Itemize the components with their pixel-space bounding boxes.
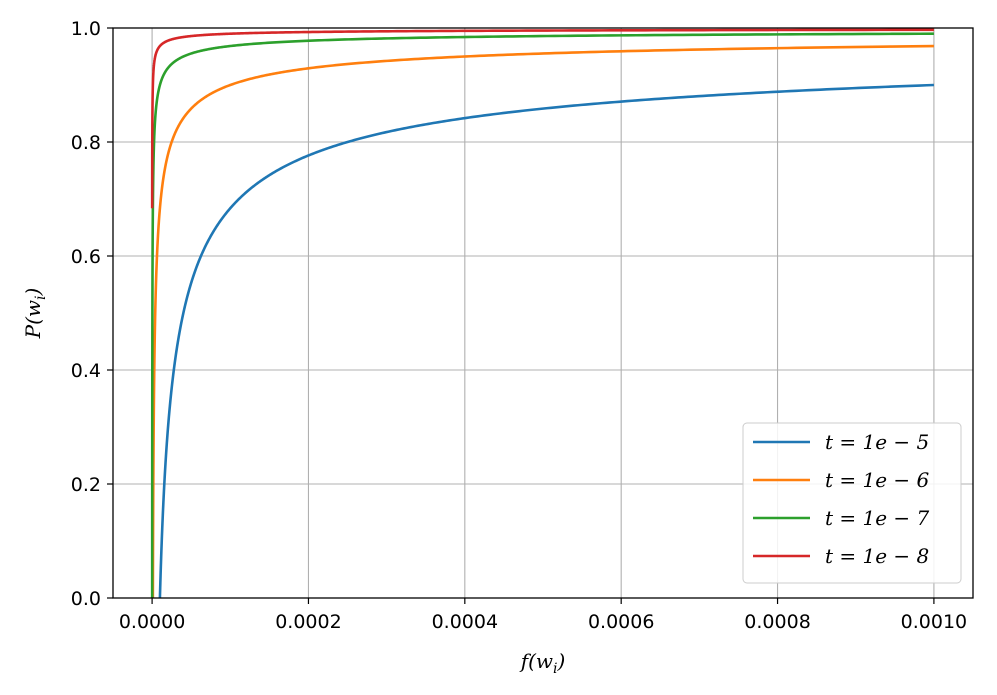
y-tick-label: 0.8: [71, 132, 101, 154]
legend-label-2: t = 1e − 6: [825, 468, 930, 492]
y-tick-label: 0.2: [71, 474, 101, 496]
series-line-1: [158, 83, 934, 598]
y-tick-label: 0.0: [71, 588, 101, 610]
legend-label-1: t = 1e − 5: [825, 430, 929, 454]
y-tick-label: 0.4: [71, 360, 101, 382]
x-axis-label: f(wi): [519, 649, 566, 677]
axis-ticks: [107, 27, 935, 604]
x-tick-labels: 0.0000 0.0002 0.0004 0.0006 0.0008 0.0010: [119, 611, 967, 633]
grid-lines: [113, 27, 973, 599]
legend: t = 1e − 5 t = 1e − 6 t = 1e − 7 t = 1e − 8: [742, 422, 962, 584]
legend-label-4: t = 1e − 8: [825, 544, 929, 568]
y-tick-labels: 0.0 0.2 0.4 0.6 0.8 1.0: [71, 18, 101, 610]
plot-frame: [112, 27, 974, 599]
legend-label-3: t = 1e − 7: [825, 506, 930, 530]
series-line-4: [150, 28, 934, 209]
x-tick-label: 0.0002: [275, 611, 341, 633]
series-line-3: [150, 32, 934, 598]
series-line-2: [151, 44, 934, 598]
series-lines: [150, 28, 934, 598]
x-tick-label: 0.0010: [901, 611, 967, 633]
y-tick-label: 1.0: [71, 18, 101, 40]
legend-box: [742, 422, 962, 584]
x-tick-label: 0.0000: [119, 611, 185, 633]
x-tick-label: 0.0008: [744, 611, 810, 633]
x-tick-label: 0.0004: [432, 611, 498, 633]
y-tick-label: 0.6: [71, 246, 101, 268]
x-tick-label: 0.0006: [588, 611, 654, 633]
y-axis-label: P(wi): [21, 288, 49, 340]
